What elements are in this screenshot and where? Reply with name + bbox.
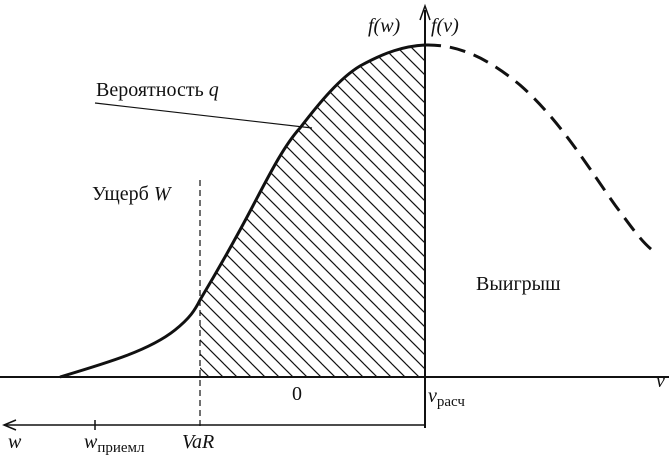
distribution-curve: [59, 43, 426, 379]
label-symbol: q: [209, 79, 219, 101]
label-text: Ущерб: [92, 183, 149, 205]
v-calc-label: vрасч: [428, 385, 465, 410]
w-acceptable-label: wприемл: [84, 431, 145, 456]
label-symbol: W: [154, 183, 173, 205]
axis-label: f(w): [368, 15, 401, 37]
axis-label: v: [656, 370, 665, 392]
label-main: v: [428, 385, 437, 407]
w-arrow: [2, 419, 17, 431]
distribution-curve-dashed: [424, 43, 653, 252]
axis-label: f(v): [431, 15, 459, 37]
gain-label: Выигрыш: [476, 273, 561, 295]
label-sub: приемл: [97, 440, 145, 456]
axis-label: w: [8, 431, 22, 453]
zero-label: 0: [292, 383, 302, 405]
vertical-arrow: [419, 3, 431, 21]
label-main: w: [84, 431, 98, 453]
hatched-area: [200, 45, 425, 377]
probability-label: Вероятность q: [96, 79, 219, 101]
label-sub: расч: [437, 394, 466, 410]
label-text: Вероятность: [96, 79, 204, 101]
loss-label: Ущерб W: [92, 183, 173, 205]
leader-line: [94, 102, 313, 129]
var-label: VaR: [182, 431, 214, 453]
